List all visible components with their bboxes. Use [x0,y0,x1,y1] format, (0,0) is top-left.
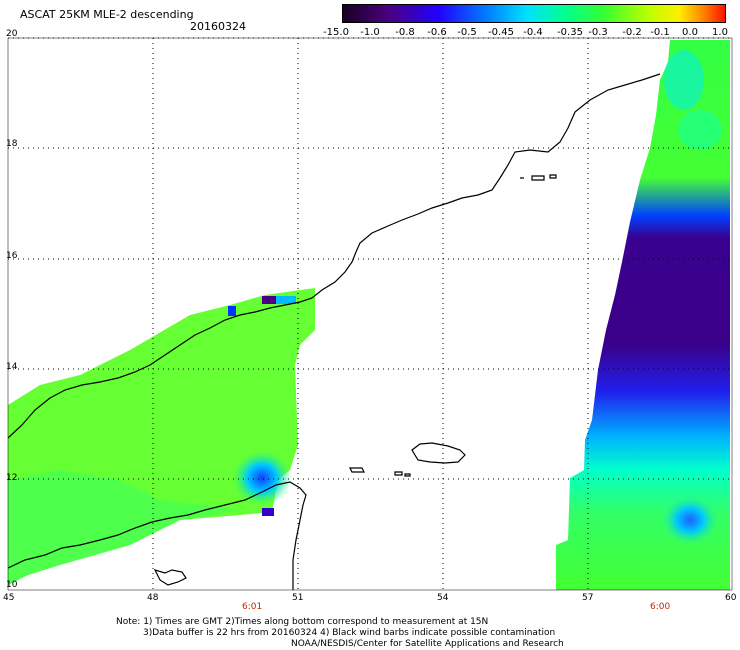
east-blue-spot [660,494,720,546]
y-tick-label: 18 [6,139,18,149]
colorbar-label: -1.0 [360,27,380,38]
plot-border [7,37,733,591]
colorbar-label: -0.5 [457,27,477,38]
west-blue-spot [232,450,292,506]
somali-coast-detail [153,569,187,586]
x-tick-label: 54 [437,593,449,603]
small-island [394,471,403,476]
x-tick-label: 48 [147,593,159,603]
note-line-3: NOAA/NESDIS/Center for Satellite Applica… [291,639,564,649]
east-swath [556,40,730,590]
colorbar-label: -0.1 [650,27,670,38]
west-pixel [276,296,296,304]
colorbar-label: -0.8 [395,27,415,38]
east-cyan-spot [678,110,722,150]
colorbar-label: -0.4 [523,27,543,38]
x-tick-label: 51 [292,593,304,603]
y-tick-label: 12 [6,473,18,483]
y-tick-label: 10 [6,580,18,590]
y-tick-label: 16 [6,251,18,261]
colorbar [342,4,726,23]
colorbar-label: -0.45 [488,27,514,38]
coastline [7,73,661,590]
small-island [404,473,411,477]
map-date: 20160324 [190,20,246,33]
colorbar-labels: -15.0 -1.0 -0.8 -0.6 -0.5 -0.45 -0.4 -0.… [323,27,730,39]
map-title: ASCAT 25KM MLE-2 descending [20,8,194,21]
time-label-left: 6:01 [242,602,263,612]
note-line-1: Note: 1) Times are GMT 2)Times along bot… [116,617,489,627]
kuria-muria-islands [520,174,557,181]
x-tick-label: 57 [582,593,594,603]
y-tick-label: 14 [6,362,18,372]
colorbar-label: -0.3 [588,27,608,38]
small-island [349,467,365,473]
note-line-2: 3)Data buffer is 22 hrs from 20160324 4)… [143,628,556,638]
x-tick-label: 45 [3,593,15,603]
colorbar-label: 0.0 [682,27,698,38]
somali-coastline [7,481,307,590]
west-swath-tint [8,470,240,585]
west-pixel [262,296,276,304]
time-label-right: 6:00 [650,602,671,612]
colorbar-label: -0.6 [427,27,447,38]
socotra-island [411,442,466,464]
y-tick-label: 20 [6,29,18,39]
arabian-coastline [7,73,661,439]
colorbar-label: 1.0 [712,27,728,38]
colorbar-label: -15.0 [323,27,349,38]
colorbar-label: -0.2 [622,27,642,38]
colorbar-gradient [343,5,725,22]
west-pixel [228,306,236,316]
west-pixel [262,508,274,516]
colorbar-label: -0.35 [557,27,583,38]
x-tick-label: 60 [725,593,737,603]
east-cyan-spot [664,50,704,110]
